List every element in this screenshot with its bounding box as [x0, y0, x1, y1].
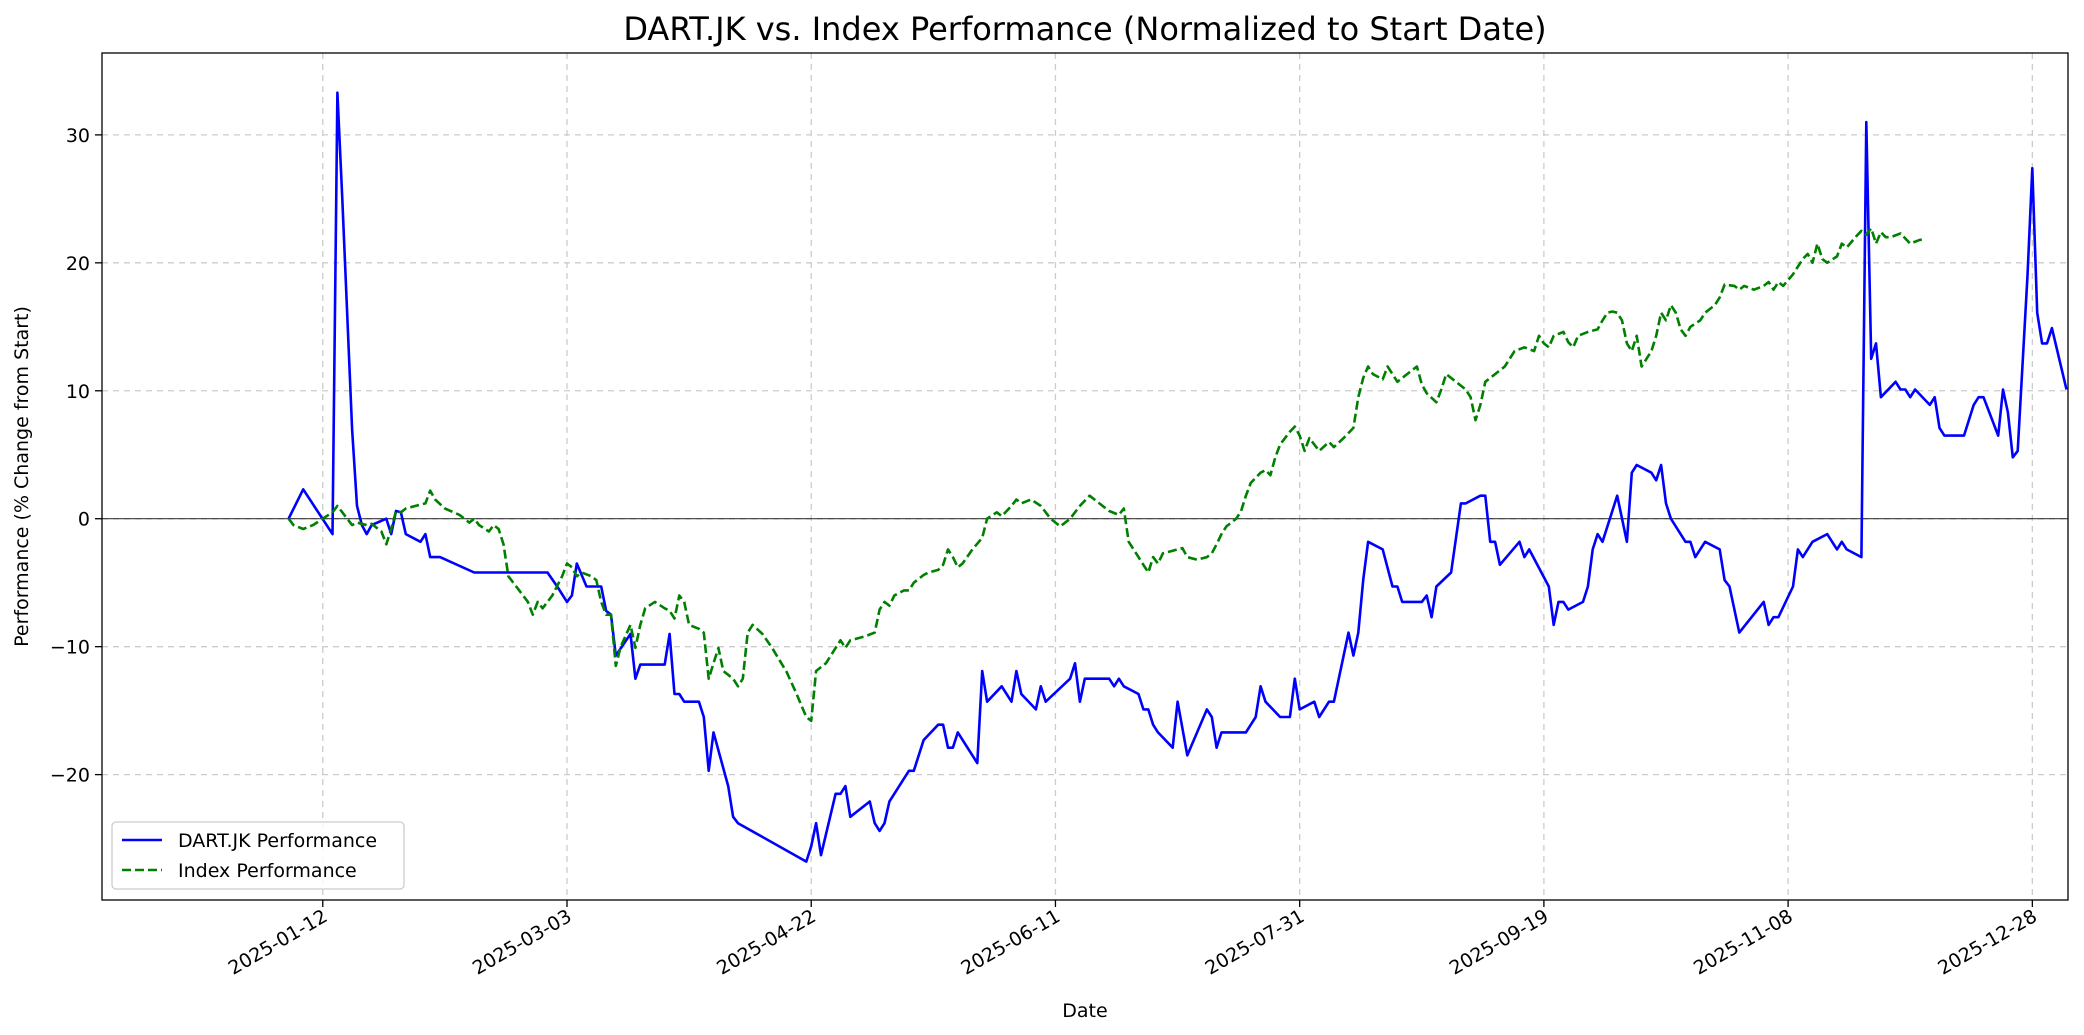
y-axis-label: Performance (% Change from Start) — [11, 306, 33, 647]
plot-frame — [101, 52, 2069, 901]
x-axis-label: Date — [1062, 1000, 1107, 1022]
y-tick-label: −20 — [50, 765, 90, 787]
legend: DART.JK Performance Index Performance — [111, 821, 405, 890]
y-tick-label: 0 — [78, 509, 90, 531]
series-lines — [287, 91, 2068, 863]
y-tick-label: 30 — [66, 125, 90, 147]
chart-title: DART.JK vs. Index Performance (Normalize… — [623, 10, 1546, 48]
y-tick-label: 10 — [66, 381, 90, 403]
index-performance-line — [287, 227, 1925, 723]
legend-entry-dart: DART.JK Performance — [178, 830, 377, 852]
legend-entry-index: Index Performance — [178, 860, 357, 882]
y-tick-label: 20 — [66, 253, 90, 275]
grid-lines — [102, 53, 2068, 900]
y-tick-label: −10 — [50, 637, 90, 659]
dart-performance-line — [287, 91, 2068, 863]
legend-box — [111, 821, 405, 890]
